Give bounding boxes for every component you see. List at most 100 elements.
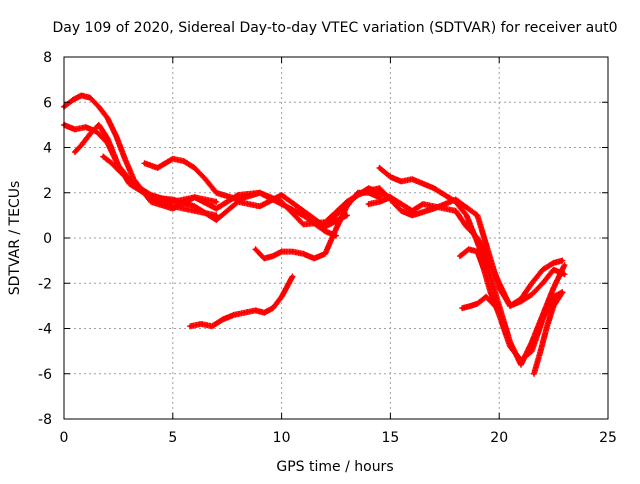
data-point [552,304,556,308]
y-tick-label: 4 [43,141,52,157]
series-arc-7 [187,273,296,330]
data-point [552,295,556,299]
data-point [530,281,534,285]
data-point [214,191,218,195]
data-point [323,229,327,233]
data-point [127,177,131,181]
data-point [171,206,175,211]
data-point [88,132,92,136]
data-point [280,295,284,299]
y-tick-label: 0 [43,231,52,247]
data-point [101,154,105,159]
data-point [519,363,523,367]
y-tick-label: -4 [38,322,52,338]
series-arc-4 [100,153,220,205]
data-point [410,209,414,213]
data-point [258,191,262,195]
data-point [192,204,197,208]
data-point [367,188,371,193]
y-axis-label: SDTVAR / TECUs [7,181,23,296]
data-point [114,134,118,138]
x-tick-label: 25 [599,430,617,446]
data-point [541,281,545,285]
data-point [530,292,534,297]
series-arc-13 [459,293,498,312]
data-point [486,256,490,260]
y-tick-label: -2 [38,276,52,292]
data-point [271,306,275,310]
data-point [232,313,236,317]
data-point [552,261,556,265]
data-point [552,268,556,272]
data-point [97,123,101,127]
data-point [203,177,208,181]
data-point [545,324,549,328]
data-point [488,290,493,294]
data-point [199,322,203,326]
data-point [323,222,327,227]
data-point [519,358,523,362]
data-point [560,259,564,263]
data-point [334,213,338,217]
data-point [464,213,469,217]
data-point [262,256,266,260]
x-tick-label: 15 [381,430,399,446]
data-point [182,159,186,163]
data-point [475,213,480,217]
data-series [61,92,568,377]
data-point [138,186,142,190]
data-point [508,304,512,308]
data-point [301,252,305,256]
data-point [367,202,371,206]
data-point [399,202,403,206]
data-point [243,311,247,315]
data-point [280,193,284,197]
data-point [171,200,175,204]
data-point [377,166,382,170]
data-point [88,96,92,100]
data-point [149,200,153,204]
y-tick-label: 8 [43,50,52,66]
x-tick-label: 5 [168,430,177,446]
data-point [497,313,501,317]
data-point [475,302,480,306]
data-point [79,93,84,98]
data-point [301,222,305,227]
data-point [334,227,338,231]
data-point [388,175,392,179]
data-point [493,304,497,308]
data-point [410,213,414,217]
data-point [484,295,488,299]
data-point [84,125,88,129]
data-point [214,218,218,222]
data-point [410,177,414,181]
data-point [105,136,110,141]
data-point [210,324,214,328]
data-point [301,213,305,217]
data-point [142,161,147,165]
data-point [79,143,84,147]
data-point [258,204,262,208]
data-point [552,286,556,290]
data-point [530,349,534,353]
data-point [192,195,197,199]
data-point [323,252,327,256]
data-point [454,200,458,204]
data-point [562,272,567,276]
data-point [192,166,197,170]
data-point [508,345,512,349]
data-point [171,157,175,161]
data-point [290,274,295,279]
data-point [432,186,436,190]
data-point [271,254,275,258]
data-point [221,317,225,322]
data-point [262,311,266,315]
data-point [467,247,471,251]
y-tick-label: 2 [43,186,52,202]
data-point [236,197,240,202]
data-point [118,170,123,174]
data-point [497,281,501,285]
